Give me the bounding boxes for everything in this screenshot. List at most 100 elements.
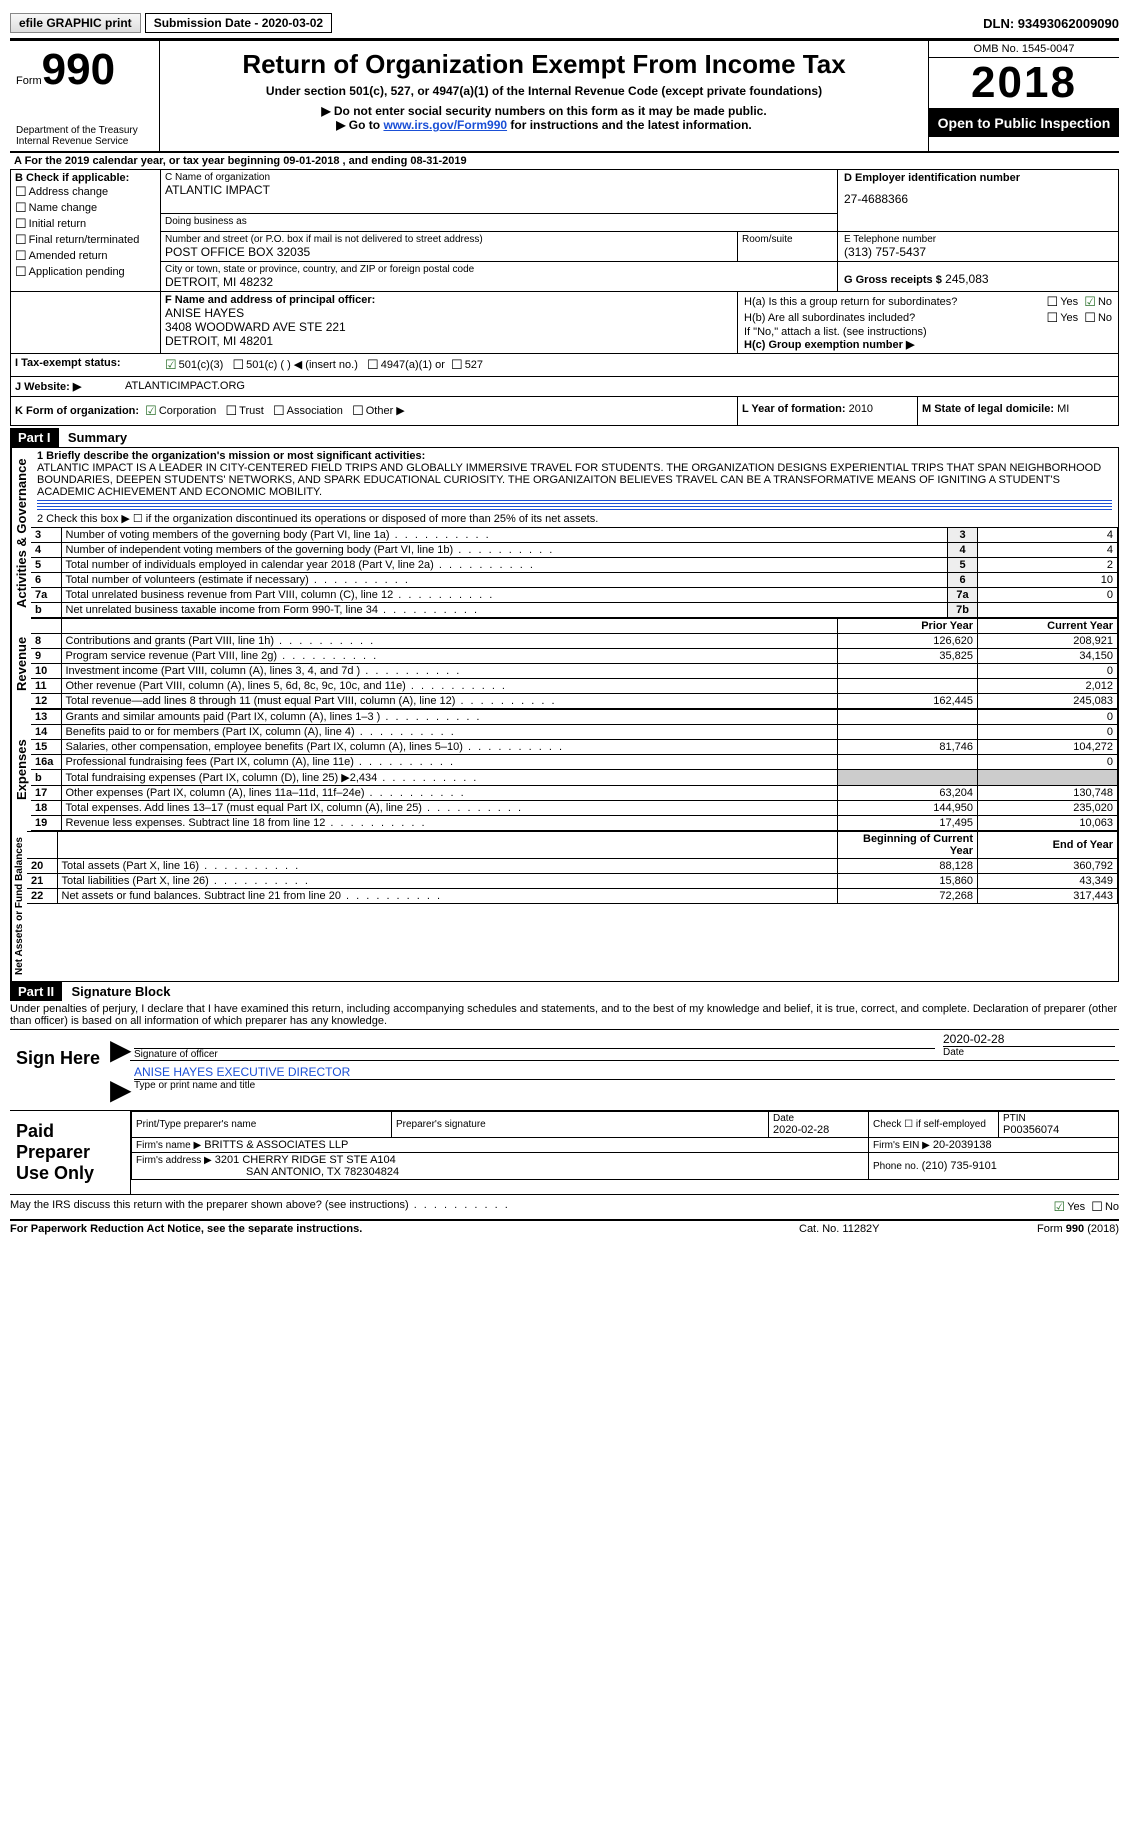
paid-preparer-block: Paid Preparer Use Only Print/Type prepar… [10, 1111, 1119, 1195]
box-l-label: L Year of formation: [742, 403, 846, 415]
gross-receipts: 245,083 [945, 272, 988, 286]
k-corp[interactable]: Corporation [145, 405, 216, 417]
org-name: ATLANTIC IMPACT [165, 183, 833, 197]
col-end: End of Year [978, 832, 1118, 859]
h-b-yes[interactable]: Yes [1047, 310, 1079, 326]
mission-text: ATLANTIC IMPACT IS A LEADER IN CITY-CENT… [37, 462, 1112, 498]
room-label: Room/suite [742, 234, 833, 245]
i-501c3[interactable]: 501(c)(3) [165, 357, 223, 373]
firm-phone: (210) 735-9101 [922, 1160, 997, 1172]
q1-label: 1 Briefly describe the organization's mi… [37, 450, 1112, 462]
i-4947[interactable]: 4947(a)(1) or [367, 357, 445, 373]
goto-line: ▶ Go to www.irs.gov/Form990 for instruct… [168, 118, 920, 132]
box-f: F Name and address of principal officer:… [161, 292, 738, 353]
q2-text: 2 Check this box ▶ ☐ if the organization… [37, 512, 1112, 525]
officer-name: ANISE HAYES [165, 306, 733, 320]
check-self[interactable]: Check ☐ if self-employed [873, 1119, 994, 1130]
typed-name: ANISE HAYES EXECUTIVE DIRECTOR [134, 1065, 1115, 1079]
part1-ex: Expenses 13 Grants and similar amounts p… [10, 709, 1119, 831]
part-1: Part I Summary [10, 428, 1119, 447]
firm-name: BRITTS & ASSOCIATES LLP [204, 1139, 348, 1151]
top-bar: efile GRAPHIC print Submission Date - 20… [10, 10, 1119, 36]
box-e-label: E Telephone number [844, 234, 1112, 245]
entity-block: B Check if applicable: Address change Na… [10, 170, 1119, 292]
ag-table: 3 Number of voting members of the govern… [31, 527, 1118, 618]
k-assoc[interactable]: Association [273, 405, 343, 417]
col-prior: Prior Year [838, 619, 978, 634]
form-title: Return of Organization Exempt From Incom… [168, 49, 920, 80]
may-irs-no[interactable]: No [1091, 1199, 1119, 1215]
vlabel-activities: Activities & Governance [11, 448, 31, 618]
na-table: Beginning of Current Year End of Year 20… [27, 831, 1118, 904]
website: ATLANTICIMPACT.ORG [125, 380, 245, 393]
may-irs-yes[interactable]: Yes [1054, 1199, 1086, 1215]
ssn-warning: ▶ Do not enter social security numbers o… [168, 104, 920, 118]
check-final-return[interactable]: Final return/terminated [15, 232, 156, 248]
part-2-title: Signature Block [71, 984, 170, 999]
vlabel-revenue: Revenue [11, 618, 31, 709]
box-c-label: C Name of organization [165, 172, 833, 183]
state-domicile: MI [1057, 403, 1069, 415]
check-address-change[interactable]: Address change [15, 184, 156, 200]
sign-here-block: Sign Here ▶▶ Signature of officer 2020-0… [10, 1029, 1119, 1111]
form-subtitle: Under section 501(c), 527, or 4947(a)(1)… [168, 84, 920, 98]
tax-year: 2018 [929, 58, 1119, 109]
dln: DLN: 93493062009090 [983, 16, 1119, 31]
check-app-pending[interactable]: Application pending [15, 264, 156, 280]
box-b: B Check if applicable: Address change Na… [11, 170, 161, 291]
ex-table: 13 Grants and similar amounts paid (Part… [31, 709, 1118, 831]
part1-ag: Activities & Governance 1 Briefly descri… [10, 447, 1119, 618]
h-b-note: If "No," attach a list. (see instruction… [744, 326, 1112, 338]
form-word: Form [16, 75, 42, 87]
k-trust[interactable]: Trust [225, 405, 263, 417]
may-irs-row: May the IRS discuss this return with the… [10, 1195, 1119, 1221]
irs-link[interactable]: www.irs.gov/Form990 [383, 118, 507, 132]
org-street: POST OFFICE BOX 32035 [165, 245, 733, 259]
part1-na: Net Assets or Fund Balances Beginning of… [10, 831, 1119, 982]
part-1-hdr: Part I [10, 428, 59, 447]
h-a-no[interactable]: No [1084, 294, 1112, 310]
year-formation: 2010 [849, 403, 873, 415]
check-name-change[interactable]: Name change [15, 200, 156, 216]
declaration: Under penalties of perjury, I declare th… [10, 1001, 1119, 1029]
check-initial-return[interactable]: Initial return [15, 216, 156, 232]
firm-phone-label: Phone no. [873, 1161, 919, 1172]
col-begin: Beginning of Current Year [838, 832, 978, 859]
sig-date: 2020-02-28 [943, 1032, 1115, 1046]
box-m-label: M State of legal domicile: [922, 403, 1054, 415]
box-j: J Website: ▶ ATLANTICIMPACT.ORG [10, 377, 1119, 397]
h-a-yes[interactable]: Yes [1047, 294, 1079, 310]
efile-button[interactable]: efile GRAPHIC print [10, 13, 141, 33]
k-l-m-row: K Form of organization: Corporation Trus… [10, 397, 1119, 426]
rv-table: Prior Year Current Year 8 Contributions … [31, 618, 1118, 709]
i-501c[interactable]: 501(c) ( ) ◀ (insert no.) [232, 357, 357, 373]
col-curr: Current Year [978, 619, 1118, 634]
paid-label: Paid Preparer Use Only [10, 1111, 130, 1194]
h-c: H(c) Group exemption number ▶ [744, 338, 1112, 351]
firm-addr1: 3201 CHERRY RIDGE ST STE A104 [215, 1154, 396, 1166]
box-b-title: B Check if applicable: [15, 172, 156, 184]
dept-treasury: Department of the Treasury [16, 125, 153, 136]
box-g-label: G Gross receipts $ [844, 274, 942, 286]
page-footer: For Paperwork Reduction Act Notice, see … [10, 1221, 1119, 1237]
f-h-block: F Name and address of principal officer:… [10, 292, 1119, 354]
box-c: C Name of organization ATLANTIC IMPACT D… [161, 170, 1118, 291]
org-city: DETROIT, MI 48232 [165, 275, 833, 289]
check-amended[interactable]: Amended return [15, 248, 156, 264]
h-b-no[interactable]: No [1084, 310, 1112, 326]
prep-date: 2020-02-28 [773, 1124, 864, 1136]
footer-left: For Paperwork Reduction Act Notice, see … [10, 1223, 799, 1235]
form-number: 990 [42, 45, 115, 95]
submission-date: Submission Date - 2020-03-02 [145, 13, 332, 33]
firm-addr-label: Firm's address ▶ [136, 1155, 212, 1166]
i-527[interactable]: 527 [451, 357, 483, 373]
k-other[interactable]: Other ▶ [352, 405, 405, 417]
goto-post: for instructions and the latest informat… [507, 118, 752, 132]
firm-name-label: Firm's name ▶ [136, 1140, 201, 1151]
city-label: City or town, state or province, country… [165, 264, 833, 275]
dba-label: Doing business as [161, 213, 837, 229]
footer-right: Form Form 990 (2018)990 (2018) [959, 1223, 1119, 1235]
h-a-q: H(a) Is this a group return for subordin… [744, 296, 1047, 308]
firm-ein: 20-2039138 [933, 1139, 992, 1151]
phone: (313) 757-5437 [844, 245, 1112, 259]
